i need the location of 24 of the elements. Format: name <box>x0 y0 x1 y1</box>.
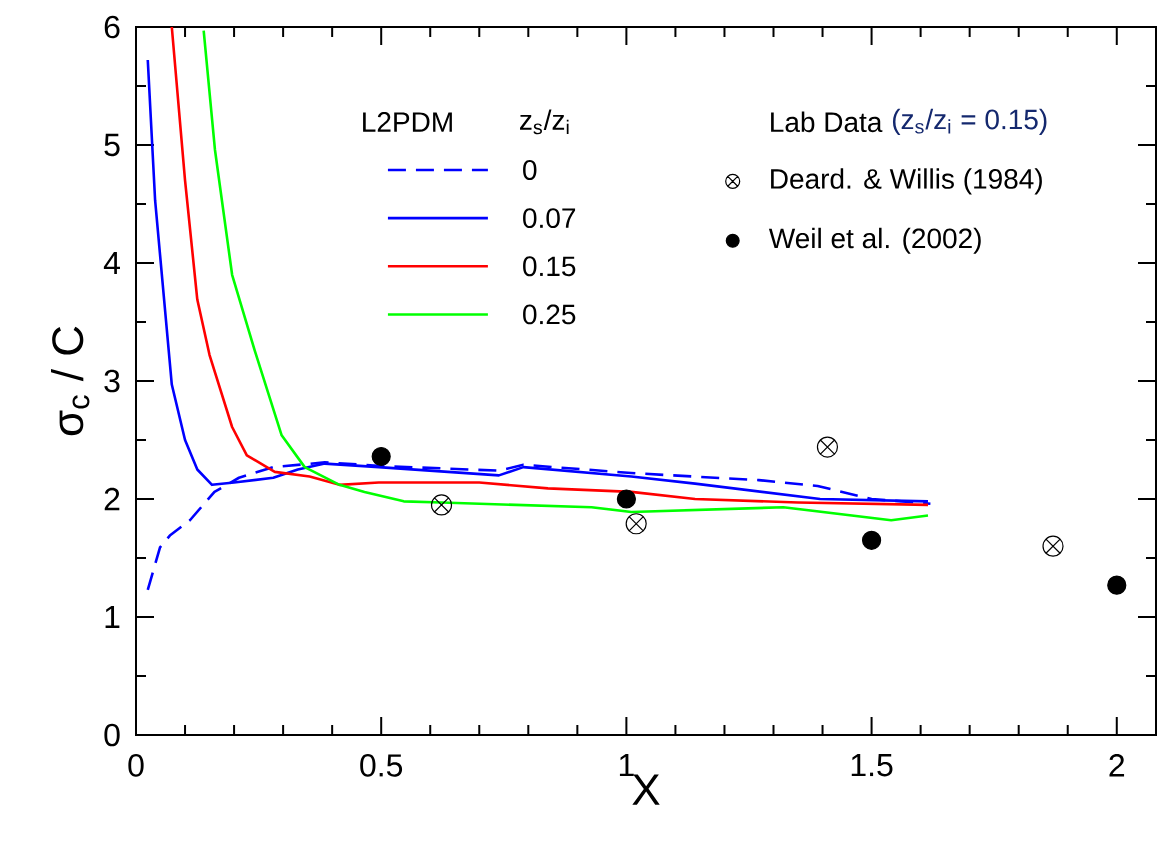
x-tick-label: 1.5 <box>851 754 893 777</box>
x-axis-title: X <box>632 774 660 805</box>
legend-label: Deard. & Willis (1984) <box>771 168 1042 195</box>
legend-label: 0.07 <box>523 208 576 229</box>
y-tick-label: 0 <box>104 723 120 747</box>
legend-label: Weil et al. (2002) <box>768 227 981 254</box>
annotation: Lab Data <box>771 111 883 133</box>
y-tick-label: 4 <box>103 251 120 274</box>
y-tick-label: 3 <box>104 369 120 393</box>
y-tick-label: 5 <box>104 133 120 157</box>
x-tick-label: 0.5 <box>360 754 403 777</box>
legend-label: 0.25 <box>523 304 576 325</box>
annotation: (z$_{s}$/z$_{i}$ = 0.15) <box>892 108 1047 135</box>
legend-label: 0 <box>523 160 537 180</box>
legend-title: L2PDM <box>363 112 452 132</box>
x-tick-label: 0 <box>128 754 144 777</box>
x-tick-label: 2 <box>1109 754 1125 777</box>
y-tick-label: 1 <box>105 605 120 628</box>
legend-label: 0.15 <box>523 256 576 277</box>
y-tick-label: 6 <box>104 15 120 39</box>
x-tick-label: 1 <box>619 754 634 777</box>
y-tick-label: 2 <box>104 487 120 511</box>
annotation: z$_{s}$/z$_{i}$ <box>520 109 569 135</box>
y-axis-title: σ$_{c}$ / C <box>50 326 90 436</box>
